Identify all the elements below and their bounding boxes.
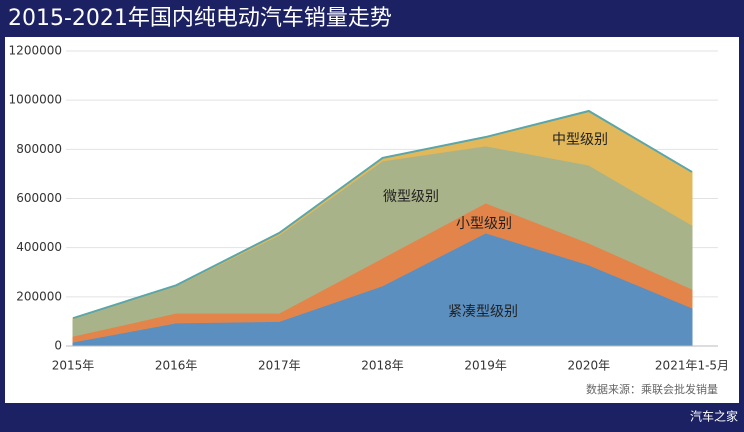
area-label: 紧凑型级别	[448, 303, 518, 320]
x-tick-label: 2016年	[155, 359, 198, 373]
chart-title: 2015-2021年国内纯电动汽车销量走势	[8, 6, 392, 31]
x-tick-label: 2021年1-5月	[655, 359, 729, 373]
top-outline	[72, 109, 693, 320]
source-note: 数据来源：乘联会批发销量	[586, 382, 718, 396]
y-tick-label: 400000	[16, 240, 62, 254]
x-tick-label: 2019年	[464, 359, 507, 373]
x-tick-label: 2017年	[258, 359, 301, 373]
y-tick-label: 800000	[16, 142, 62, 156]
x-tick-label: 2015年	[52, 359, 95, 373]
y-tick-label: 600000	[16, 191, 62, 205]
y-tick-label: 1000000	[9, 93, 62, 107]
y-tick-label: 200000	[16, 289, 62, 303]
area-label: 微型级别	[383, 189, 439, 205]
y-tick-label: 0	[54, 339, 62, 353]
area-label: 小型级别	[456, 216, 512, 232]
y-tick-label: 1200000	[9, 44, 62, 58]
brand-logo: 汽车之家	[690, 409, 738, 424]
x-tick-label: 2018年	[361, 359, 404, 373]
x-tick-label: 2020年	[568, 359, 611, 373]
area-label: 中型级别	[552, 132, 608, 148]
